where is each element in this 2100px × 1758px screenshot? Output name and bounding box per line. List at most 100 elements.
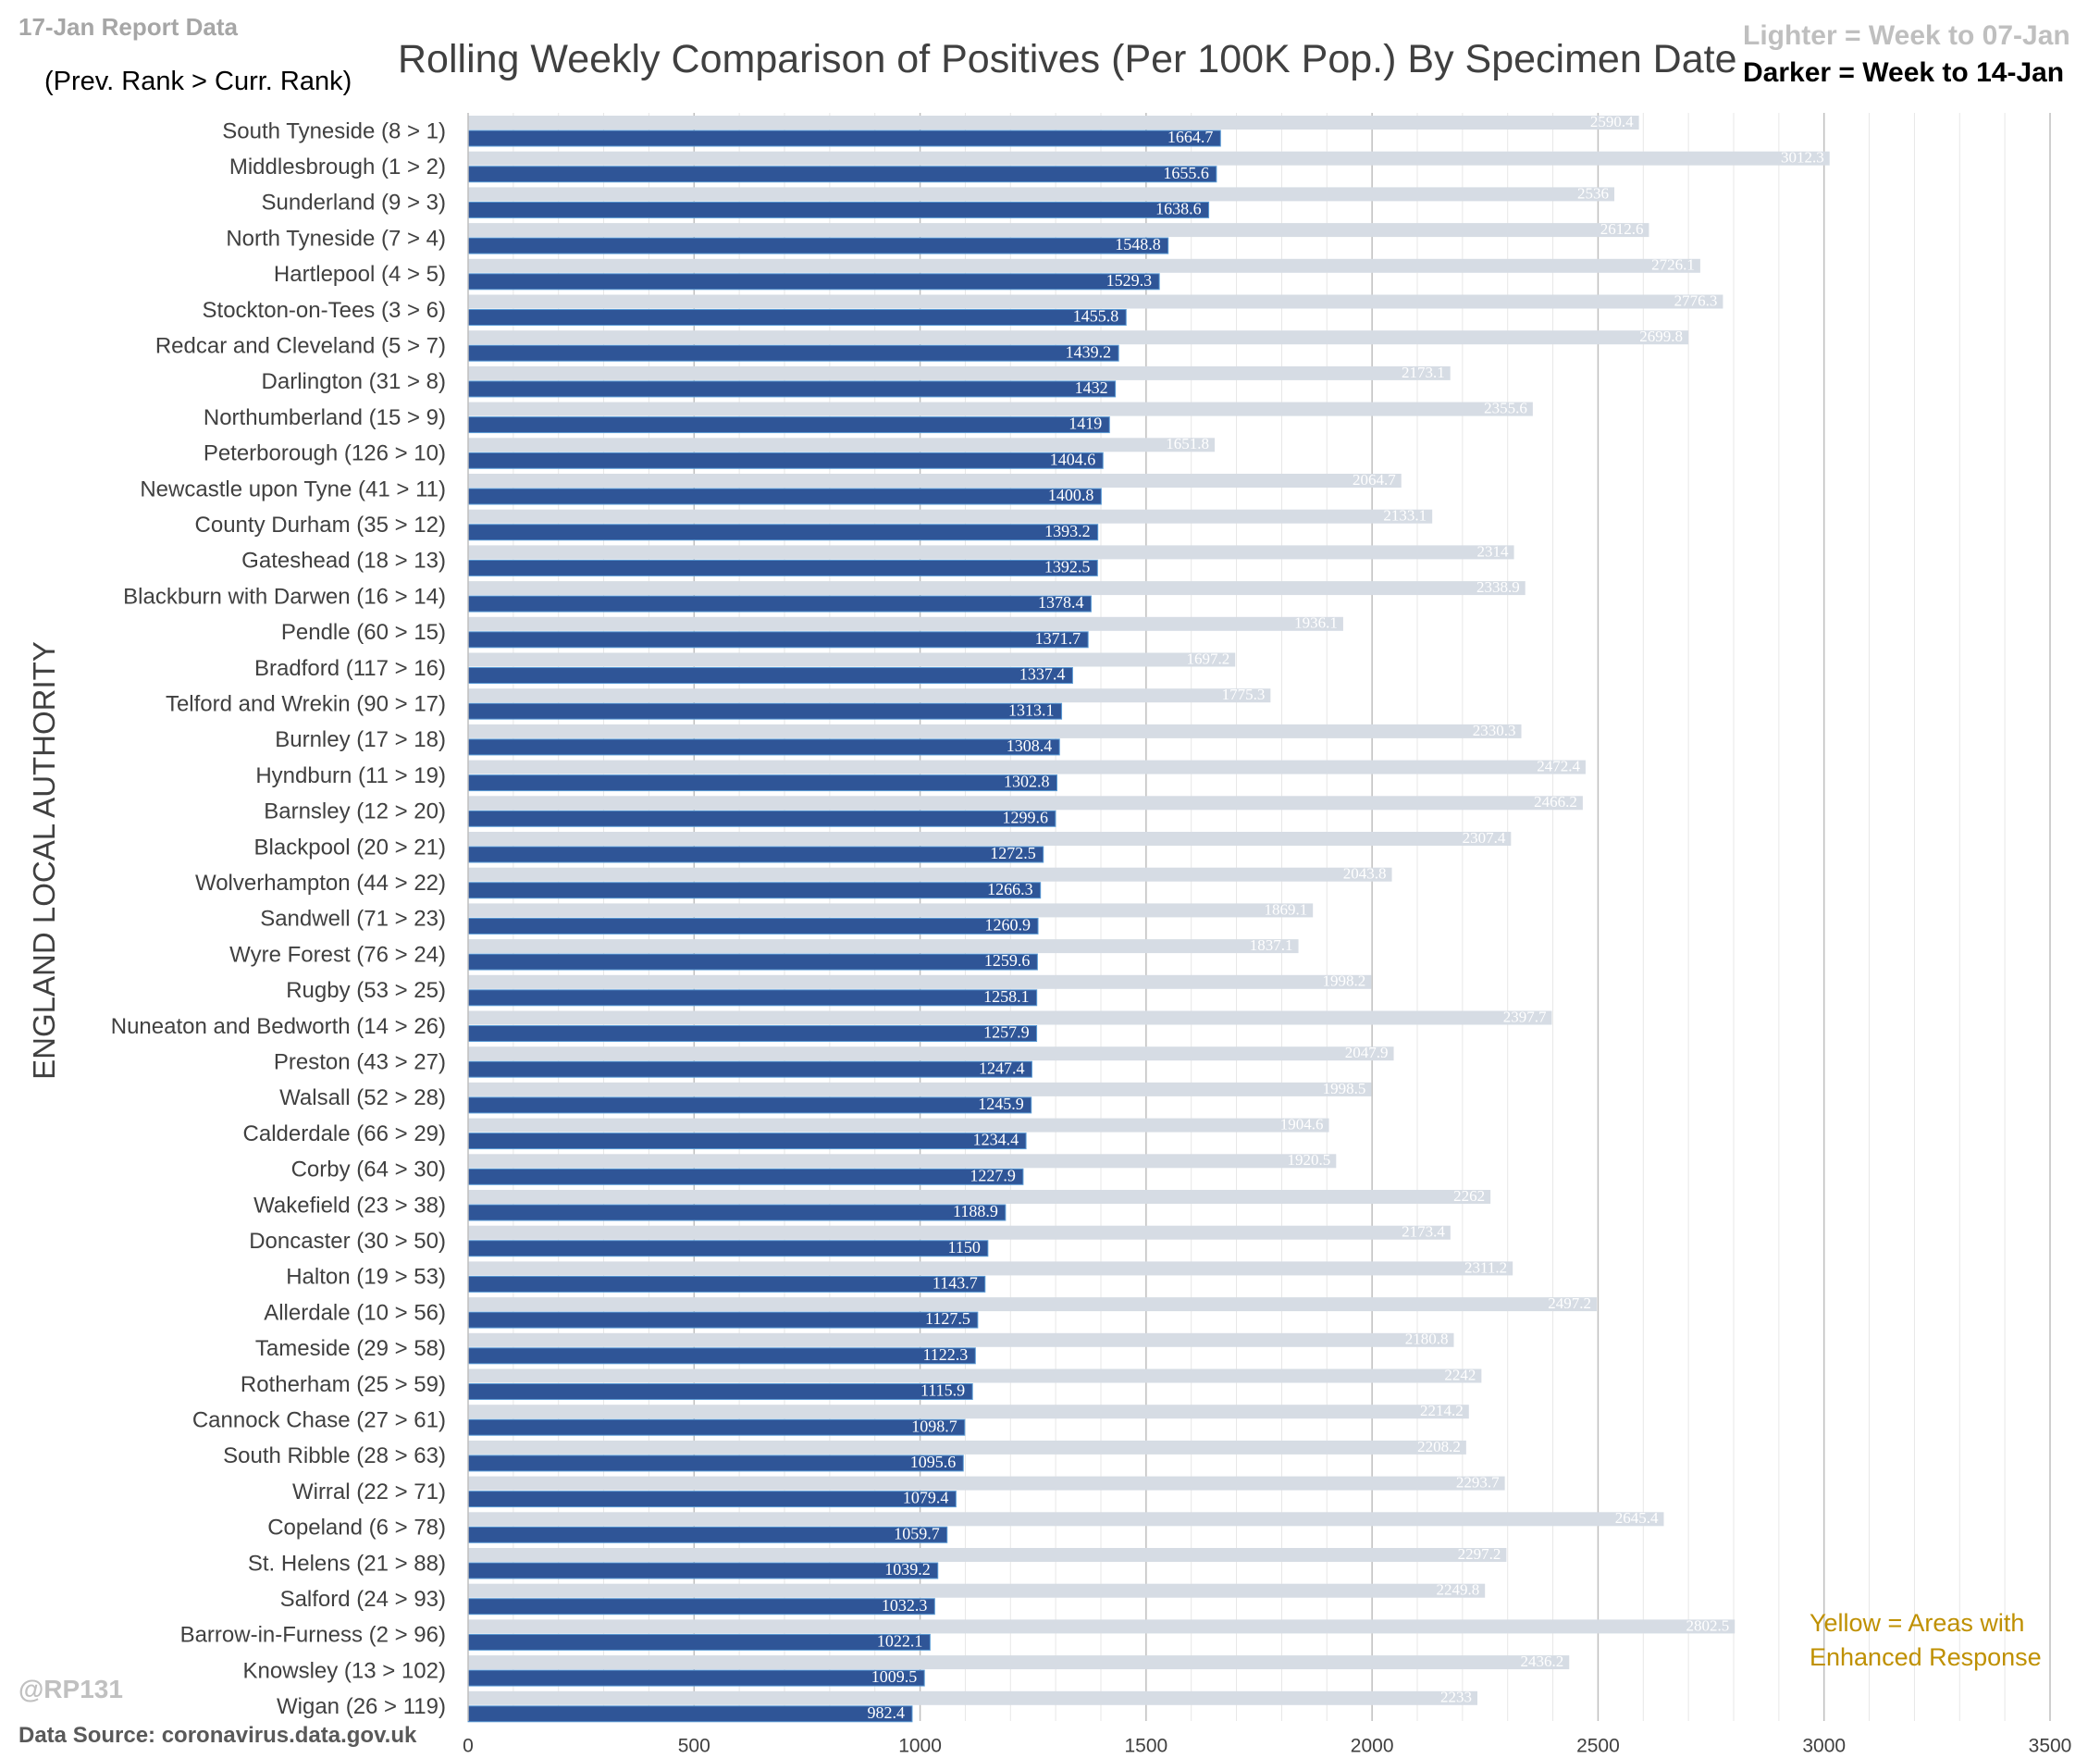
bar-week-to-07-jan bbox=[468, 1010, 1552, 1025]
bar-week-to-14-jan bbox=[467, 1240, 989, 1257]
data-label-week-to-07-jan: 2645.4 bbox=[1615, 1509, 1659, 1527]
data-label-week-to-14-jan: 1302.8 bbox=[1004, 773, 1050, 791]
data-label-week-to-14-jan: 1127.5 bbox=[925, 1309, 970, 1328]
data-label-week-to-07-jan: 2047.9 bbox=[1345, 1044, 1389, 1061]
data-label-week-to-14-jan: 1115.9 bbox=[920, 1381, 965, 1400]
category-label: Sunderland (9 > 3) bbox=[262, 191, 446, 216]
bar-week-to-14-jan bbox=[467, 1096, 1032, 1114]
data-label-week-to-14-jan: 1234.4 bbox=[973, 1131, 1019, 1149]
data-label-week-to-07-jan: 1904.6 bbox=[1280, 1116, 1324, 1133]
x-tick-label: 0 bbox=[463, 1736, 474, 1757]
data-label-week-to-07-jan: 2338.9 bbox=[1476, 578, 1520, 596]
category-label: Gateshead (18 > 13) bbox=[241, 549, 446, 574]
data-label-week-to-07-jan: 2249.8 bbox=[1436, 1581, 1479, 1599]
data-label-week-to-14-jan: 1529.3 bbox=[1106, 271, 1153, 290]
bar-week-to-07-jan bbox=[468, 796, 1583, 811]
bar-week-to-07-jan bbox=[468, 1046, 1394, 1061]
data-label-week-to-07-jan: 2173.4 bbox=[1402, 1223, 1445, 1241]
category-label: Stockton-on-Tees (3 > 6) bbox=[203, 298, 446, 323]
data-label-week-to-07-jan: 1869.1 bbox=[1264, 900, 1307, 918]
bar-week-to-07-jan bbox=[468, 474, 1402, 488]
bar-week-to-07-jan bbox=[468, 1548, 1507, 1562]
data-label-week-to-07-jan: 2776.3 bbox=[1674, 291, 1718, 309]
category-label: Wakefield (23 > 38) bbox=[253, 1193, 446, 1218]
data-label-week-to-07-jan: 2472.4 bbox=[1537, 758, 1580, 775]
bar-week-to-14-jan bbox=[467, 1347, 976, 1365]
bar-week-to-07-jan bbox=[468, 1619, 1736, 1634]
bar-week-to-07-jan bbox=[468, 365, 1451, 380]
bar-week-to-07-jan bbox=[468, 258, 1700, 273]
category-label: Hyndburn (11 > 19) bbox=[255, 763, 446, 788]
data-label-week-to-07-jan: 2397.7 bbox=[1503, 1008, 1547, 1025]
category-label: Halton (19 > 53) bbox=[286, 1265, 446, 1290]
bar-week-to-14-jan bbox=[467, 1060, 1032, 1078]
bar-week-to-14-jan bbox=[467, 1204, 1007, 1221]
bar-week-to-07-jan bbox=[468, 1332, 1454, 1347]
category-label: Wirral (22 > 71) bbox=[292, 1479, 446, 1504]
x-tick-label: 1000 bbox=[898, 1736, 942, 1757]
bar-week-to-07-jan bbox=[468, 724, 1522, 738]
category-label: St. Helens (21 > 88) bbox=[248, 1551, 446, 1576]
legend-dark-value: Week to 14-Jan bbox=[1862, 57, 2065, 88]
data-label-week-to-07-jan: 2612.6 bbox=[1600, 220, 1644, 238]
data-label-week-to-14-jan: 1432 bbox=[1075, 378, 1108, 397]
category-label: Wyre Forest (76 > 24) bbox=[229, 942, 446, 967]
data-label-week-to-07-jan: 2262 bbox=[1453, 1187, 1485, 1205]
category-label: Nuneaton and Bedworth (14 > 26) bbox=[111, 1014, 446, 1039]
bar-week-to-07-jan bbox=[468, 760, 1586, 774]
data-label-week-to-14-jan: 1032.3 bbox=[882, 1596, 928, 1615]
enhanced-response-note: Yellow = Areas with Enhanced Response bbox=[1810, 1606, 2069, 1675]
bar-week-to-14-jan bbox=[467, 1491, 957, 1508]
data-label-week-to-07-jan: 2590.4 bbox=[1590, 113, 1634, 130]
bar-week-to-07-jan bbox=[468, 1118, 1329, 1133]
legend-light-label: Lighter = bbox=[1743, 20, 1869, 51]
bar-week-to-14-jan bbox=[467, 1562, 939, 1579]
bar-week-to-14-jan bbox=[467, 1455, 964, 1472]
bar-week-to-14-jan bbox=[467, 1311, 979, 1329]
bar-week-to-14-jan bbox=[467, 1669, 925, 1687]
data-label-week-to-07-jan: 2355.6 bbox=[1484, 400, 1527, 417]
bar-week-to-07-jan bbox=[468, 867, 1392, 882]
bar-week-to-14-jan bbox=[467, 1633, 931, 1651]
category-label: Allerdale (10 > 56) bbox=[264, 1300, 446, 1325]
bar-week-to-14-jan bbox=[467, 559, 1098, 576]
category-label: Burnley (17 > 18) bbox=[275, 727, 446, 752]
data-label-week-to-14-jan: 1400.8 bbox=[1048, 486, 1094, 504]
data-label-week-to-14-jan: 1439.2 bbox=[1066, 342, 1112, 361]
bar-week-to-07-jan bbox=[468, 116, 1639, 130]
bar-week-to-14-jan bbox=[467, 917, 1039, 935]
data-label-week-to-14-jan: 1095.6 bbox=[910, 1453, 957, 1471]
category-label: Newcastle upon Tyne (41 > 11) bbox=[140, 477, 446, 501]
bar-week-to-07-jan bbox=[468, 1690, 1477, 1705]
data-label-week-to-14-jan: 1638.6 bbox=[1155, 200, 1202, 218]
bar-week-to-14-jan bbox=[467, 452, 1104, 469]
category-label: Copeland (6 > 78) bbox=[267, 1516, 446, 1541]
category-label: Redcar and Cleveland (5 > 7) bbox=[155, 334, 446, 359]
bar-week-to-14-jan bbox=[467, 524, 1099, 541]
data-label-week-to-07-jan: 2307.4 bbox=[1463, 829, 1506, 847]
bar-week-to-07-jan bbox=[468, 939, 1299, 954]
bar-week-to-07-jan bbox=[468, 688, 1271, 703]
x-tick-label: 2500 bbox=[1576, 1736, 1620, 1757]
bar-week-to-14-jan bbox=[467, 237, 1169, 254]
category-label: Calderdale (66 > 29) bbox=[243, 1121, 446, 1146]
bar-week-to-07-jan bbox=[468, 509, 1433, 524]
bar-week-to-07-jan bbox=[468, 1655, 1570, 1670]
data-label-week-to-14-jan: 982.4 bbox=[867, 1703, 905, 1722]
bar-week-to-14-jan bbox=[467, 166, 1217, 183]
bar-week-to-07-jan bbox=[468, 1261, 1513, 1276]
data-label-week-to-07-jan: 2699.8 bbox=[1639, 328, 1683, 345]
bar-week-to-14-jan bbox=[467, 309, 1127, 326]
legend-light: Lighter = Week to 07-Jan bbox=[1743, 20, 2070, 52]
data-label-week-to-14-jan: 1655.6 bbox=[1163, 164, 1209, 182]
bar-week-to-07-jan bbox=[468, 974, 1372, 989]
data-label-week-to-14-jan: 1257.9 bbox=[983, 1023, 1030, 1042]
legend-dark: Darker = Week to 14-Jan bbox=[1743, 57, 2064, 89]
category-label: Preston (43 > 27) bbox=[274, 1050, 446, 1075]
data-label-week-to-14-jan: 1378.4 bbox=[1038, 593, 1084, 612]
data-label-week-to-07-jan: 1651.8 bbox=[1166, 435, 1209, 452]
data-label-week-to-14-jan: 1392.5 bbox=[1044, 558, 1091, 576]
data-label-week-to-07-jan: 3012.3 bbox=[1781, 149, 1824, 167]
data-label-week-to-07-jan: 1998.2 bbox=[1323, 972, 1366, 990]
